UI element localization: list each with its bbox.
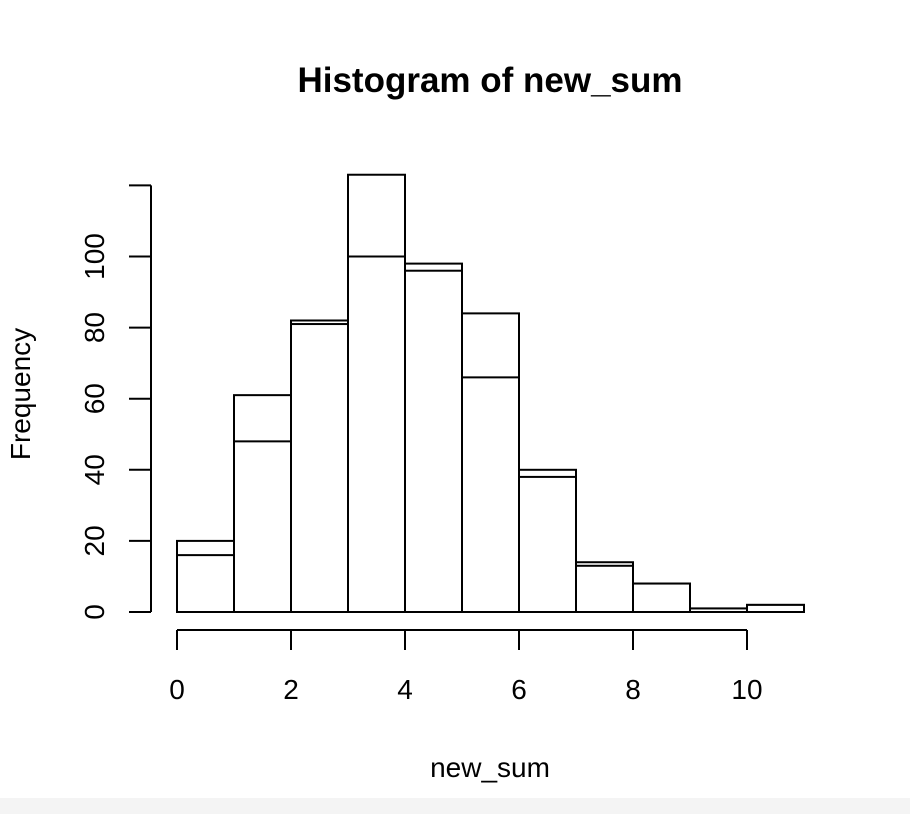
y-tick-label: 100 bbox=[79, 233, 110, 280]
x-tick-label: 2 bbox=[283, 674, 299, 705]
bottom-strip bbox=[0, 798, 910, 814]
x-tick-label: 6 bbox=[511, 674, 527, 705]
bar-series-2-bin-2 bbox=[290, 323, 349, 613]
x-tick-label: 0 bbox=[169, 674, 185, 705]
x-tick-label: 4 bbox=[397, 674, 413, 705]
x-tick-label: 10 bbox=[731, 674, 762, 705]
bars-series-2 bbox=[176, 255, 805, 614]
y-tick-label: 0 bbox=[79, 604, 110, 620]
bar-series-2-bin-1 bbox=[233, 440, 292, 613]
bar-series-2-bin-4 bbox=[404, 269, 463, 613]
y-axis-label: Frequency bbox=[5, 328, 36, 460]
y-tick-label: 40 bbox=[79, 454, 110, 485]
bar-series-2-bin-6 bbox=[518, 475, 577, 613]
bar-series-2-bin-9 bbox=[689, 607, 748, 614]
y-tick-label: 20 bbox=[79, 525, 110, 556]
bar-series-2-bin-10 bbox=[746, 603, 805, 614]
chart-title: Histogram of new_sum bbox=[297, 61, 682, 100]
bar-series-2-bin-8 bbox=[632, 582, 691, 613]
y-tick-label: 60 bbox=[79, 383, 110, 414]
bar-series-2-bin-7 bbox=[575, 564, 634, 613]
x-axis: 0 2 4 6 8 10 bbox=[169, 629, 763, 705]
y-axis: 0 20 40 60 80 100 bbox=[79, 184, 152, 620]
bar-series-2-bin-3 bbox=[347, 255, 406, 613]
x-axis-label: new_sum bbox=[430, 752, 550, 783]
bar-series-2-bin-5 bbox=[461, 376, 520, 613]
x-tick-label: 8 bbox=[625, 674, 641, 705]
bar-series-2-bin-0 bbox=[176, 554, 235, 613]
y-tick-label: 80 bbox=[79, 312, 110, 343]
